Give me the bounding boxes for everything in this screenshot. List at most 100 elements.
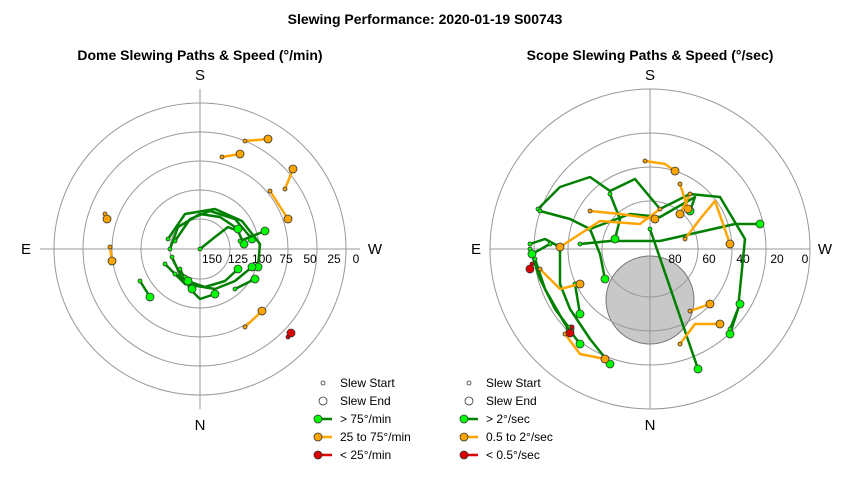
- dome-slew-end-marker: [260, 226, 270, 236]
- dome-slew-start-marker: [169, 254, 175, 260]
- dome-slew-start-marker: [167, 246, 173, 252]
- dome-slew-end-marker: [102, 214, 112, 224]
- scope-path-medium: [538, 267, 582, 291]
- dome-slew-start-marker: [282, 186, 288, 192]
- dome-slew-end-marker: [235, 149, 245, 159]
- dome-path-fast: [166, 207, 262, 269]
- scope-radial-ticks: 80 60 40 20 0: [668, 252, 808, 266]
- scope-tick-label: 80: [668, 252, 682, 266]
- legend-label: Slew Start: [486, 376, 541, 390]
- scope-path-medium: [683, 199, 732, 246]
- dome-slew-end-marker: [257, 306, 267, 316]
- scope-slew-start-marker: [569, 324, 575, 330]
- legend-end-marker: [464, 396, 474, 406]
- legend-label: > 2°/sec: [486, 412, 530, 426]
- dome-tick-label: 0: [353, 252, 360, 266]
- scope-path-medium: [563, 332, 607, 361]
- dome-slew-start-marker: [107, 244, 113, 250]
- scope-slew-start-marker: [577, 241, 583, 247]
- dome-slew-start-marker: [242, 324, 248, 330]
- dome-slew-end-marker: [288, 164, 298, 174]
- legend-label: Slew End: [340, 394, 391, 408]
- legend-start-marker: [466, 380, 472, 386]
- legend-start-marker: [320, 380, 326, 386]
- dome-slew-end-marker: [250, 274, 260, 284]
- dome-path-fast: [238, 229, 267, 243]
- dome-slew-end-marker: [187, 284, 197, 294]
- legend-label: < 25°/min: [340, 448, 391, 462]
- scope-cardinal-w: W: [818, 241, 833, 258]
- legend-marker: [459, 432, 469, 442]
- dome-slew-end-marker: [107, 256, 117, 266]
- dome-slew-start-marker: [232, 286, 238, 292]
- scope-slew-start-marker: [547, 241, 553, 247]
- scope-slew-end-marker: [755, 219, 765, 229]
- dome-slew-end-marker: [286, 328, 296, 338]
- scope-slew-end-marker: [735, 299, 745, 309]
- dome-polar-plot: Dome Slewing Paths & Speed (°/min) S N E…: [21, 47, 411, 462]
- scope-slew-end-marker: [565, 328, 575, 338]
- dome-slew-start-marker: [219, 154, 225, 160]
- scope-slew-end-marker: [693, 364, 703, 374]
- scope-slew-end-marker: [610, 234, 620, 244]
- dome-slew-end-marker: [283, 214, 293, 224]
- scope-path-fast: [578, 222, 762, 246]
- scope-slew-end-marker: [715, 319, 725, 329]
- scope-grid: [489, 88, 811, 410]
- dome-slew-start-marker: [197, 246, 203, 252]
- scope-tick-label: 0: [802, 252, 809, 266]
- scope-tick-label: 20: [770, 252, 784, 266]
- scope-slew-start-marker: [607, 191, 613, 197]
- scope-slew-start-marker: [527, 241, 533, 247]
- scope-path-medium: [678, 322, 722, 346]
- scope-slew-end-marker: [527, 249, 537, 259]
- dome-slew-end-marker: [183, 276, 193, 286]
- dome-tick-label: 75: [279, 252, 293, 266]
- dome-slew-end-marker: [233, 264, 243, 274]
- dome-slew-start-marker: [137, 278, 143, 284]
- scope-path-medium: [588, 209, 657, 221]
- dome-path-medium: [268, 189, 290, 221]
- scope-cardinal-e: E: [471, 241, 481, 258]
- scope-polar-plot: Scope Slewing Paths & Speed (°/sec) S N …: [459, 47, 833, 462]
- scope-slew-start-marker: [642, 158, 648, 164]
- dome-radial-ticks: 150 125 100 75 50 25 0: [202, 252, 360, 266]
- dome-path-fast: [163, 262, 254, 291]
- dome-tick-label: 50: [303, 252, 317, 266]
- dome-slew-start-marker: [267, 188, 273, 194]
- scope-slew-start-marker: [657, 206, 663, 212]
- dome-slew-start-marker: [172, 271, 178, 277]
- legend-end-marker: [318, 396, 328, 406]
- dome-slew-start-marker: [177, 266, 183, 272]
- dome-cardinal-w: W: [368, 241, 383, 258]
- scope-path-fast: [648, 227, 700, 371]
- scope-path-fast: [728, 302, 742, 331]
- legend-marker: [459, 450, 469, 460]
- legend-marker: [313, 414, 323, 424]
- scope-slew-end-marker: [555, 242, 565, 252]
- scope-slew-start-marker: [677, 341, 683, 347]
- legend-marker: [459, 414, 469, 424]
- scope-path-fast: [588, 227, 607, 281]
- dome-plot-title: Dome Slewing Paths & Speed (°/min): [77, 47, 322, 63]
- scope-tick-label: 60: [702, 252, 716, 266]
- legend-label: Slew End: [486, 394, 537, 408]
- scope-path-fast: [608, 192, 622, 241]
- figure-title: Slewing Performance: 2020-01-19 S00743: [288, 11, 563, 27]
- legend-label: > 75°/min: [340, 412, 391, 426]
- dome-slew-end-marker: [263, 134, 273, 144]
- scope-slew-end-marker: [705, 299, 715, 309]
- scope-slew-end-marker: [600, 274, 610, 284]
- scope-slew-start-marker: [682, 236, 688, 242]
- dome-cardinal-n: N: [195, 417, 206, 434]
- dome-slew-end-marker: [233, 224, 243, 234]
- scope-slew-end-marker: [600, 354, 610, 364]
- scope-plot-title: Scope Slewing Paths & Speed (°/sec): [527, 47, 774, 63]
- scope-slew-end-marker: [575, 279, 585, 289]
- dome-slew-end-marker: [210, 289, 220, 299]
- dome-tick-label: 25: [327, 252, 341, 266]
- scope-slew-start-marker: [727, 326, 733, 332]
- dome-cardinal-s: S: [195, 67, 205, 84]
- scope-slew-end-marker: [675, 209, 685, 219]
